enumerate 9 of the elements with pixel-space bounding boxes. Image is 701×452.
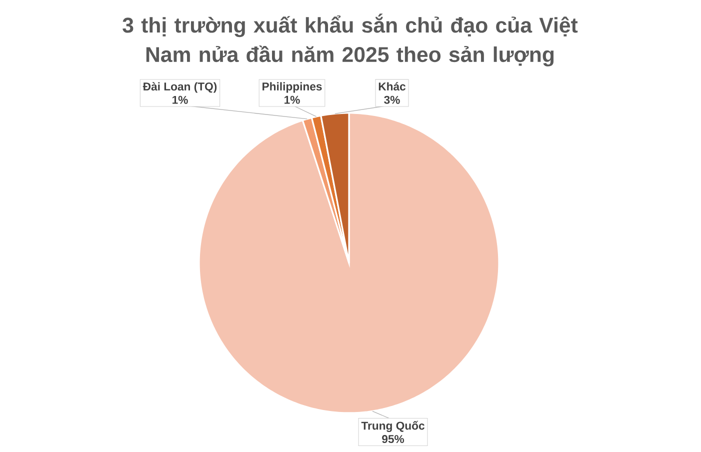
slice-label: Philippines — [262, 82, 322, 93]
chart-title: 3 thị trường xuất khẩu sắn chủ đạo của Việt Nam nửa đầu năm 2025 theo sản lượng — [122, 14, 578, 66]
slice-label: Khác — [378, 82, 406, 91]
data-label: 1% — [172, 96, 188, 104]
slice-label: Trung Quốc — [361, 420, 424, 432]
data-label: 3% — [384, 96, 400, 104]
data-label: 1% — [284, 96, 300, 104]
slice-label: Đài Loan (TQ) — [142, 82, 217, 93]
data-label: 95% — [382, 435, 404, 444]
